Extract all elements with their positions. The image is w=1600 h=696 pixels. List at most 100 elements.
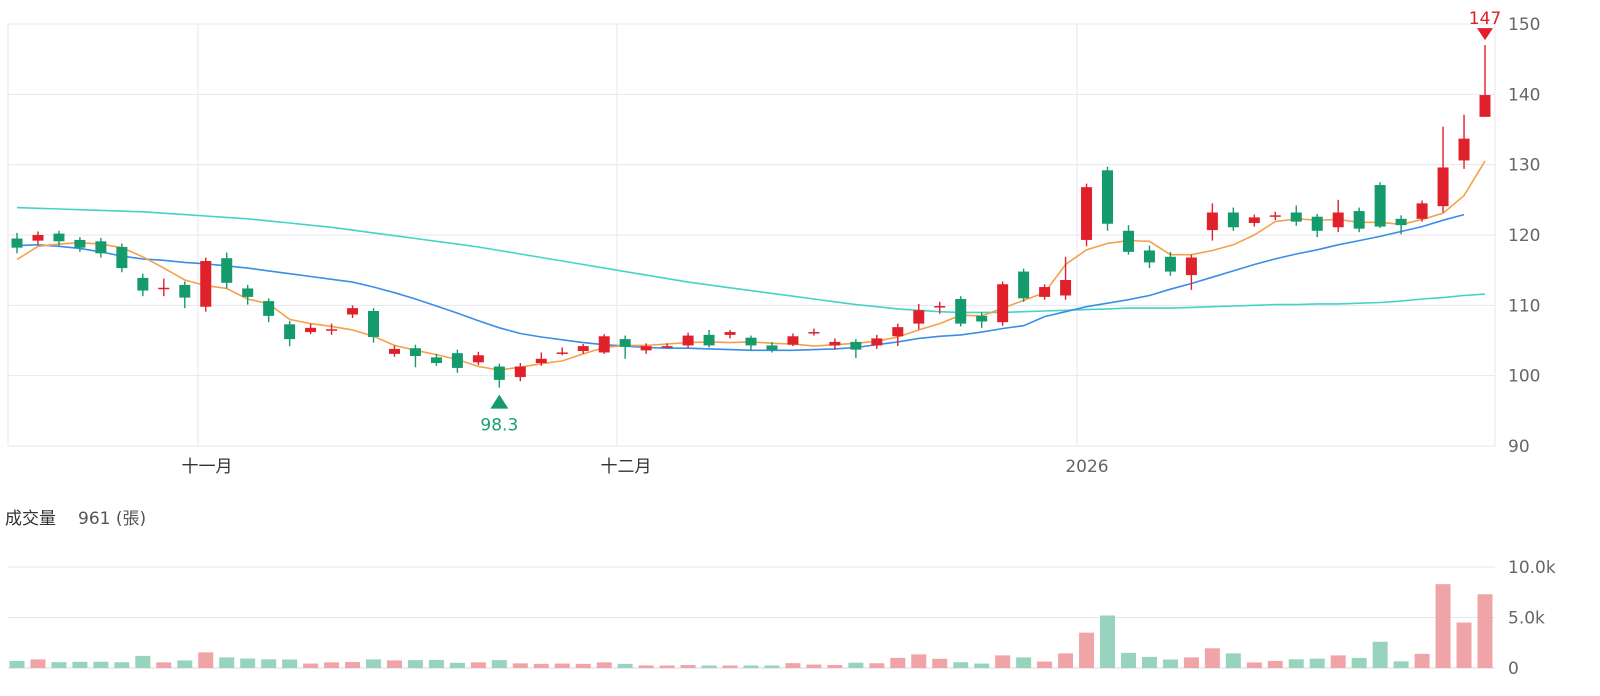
volume-bar [1037,661,1053,668]
candle-body [284,324,296,340]
volume-bar [93,661,109,668]
candlestick [619,335,631,359]
volume-bar [261,659,277,668]
candle-body [53,233,65,242]
candle-body [1437,167,1449,207]
candle-body [347,308,359,315]
volume-bar [240,658,256,668]
volume-bar [1246,662,1262,668]
candle-body [703,334,715,346]
candlestick [1164,251,1176,276]
candlestick [1458,114,1470,169]
candlestick [829,338,841,350]
candlestick [556,347,568,356]
candle-body [430,357,442,364]
candlestick [263,298,275,323]
candle-body [808,332,820,334]
candle-body [179,284,191,298]
candlestick [74,237,86,252]
volume-tick-label: 10.0k [1508,558,1556,578]
candle-body [1227,212,1239,228]
candlestick [137,273,149,297]
volume-bar [1141,656,1157,668]
volume-bar [869,663,885,668]
candlestick [577,344,589,354]
volume-bar [1267,660,1283,668]
candle-body [263,301,275,316]
price-tick-label: 120 [1508,226,1540,246]
candle-body [305,327,317,333]
candlestick [598,334,610,354]
candle-body [1416,203,1428,219]
volume-bar [827,664,843,668]
candlestick [221,252,233,289]
volume-axis: 10.0k 5.0k 0 [1508,558,1556,679]
candlestick [1416,200,1428,222]
candle-body [598,336,610,353]
candlestick [1122,225,1134,255]
volume-bar [1016,657,1032,668]
volume-bar [1100,615,1116,668]
volume-bar [638,665,654,668]
candle-body [1081,187,1093,240]
candle-body [221,258,233,283]
candle-body [1143,250,1155,263]
candlestick [1311,213,1323,238]
candle-body [1039,287,1051,297]
volume-bar [680,665,696,668]
candle-body [409,348,421,356]
candle-body [1018,271,1030,299]
price-tick-label: 90 [1508,437,1530,457]
candlestick [976,312,988,328]
candle-body [11,238,23,248]
volume-bar [177,660,193,668]
volume-bar [575,663,591,668]
price-axis: 150 140 130 120 110 100 90 [1508,15,1540,457]
candle-body [1353,211,1365,229]
candlestick [703,329,715,348]
high-marker-icon [1477,28,1493,41]
candle-body [913,310,925,324]
candle-body [766,345,778,350]
volume-bar [974,663,990,668]
candle-body [934,306,946,308]
candlestick [305,323,317,335]
volume-bar [701,665,717,668]
candlestick [514,363,526,382]
candlestick [1437,126,1449,213]
volume-bar [428,659,444,668]
candle-body [976,315,988,322]
candle-body [1269,215,1281,217]
candle-body [1164,256,1176,272]
volume-bar [114,662,130,668]
candlestick [179,281,191,309]
volume-bar [72,661,88,668]
candle-body [1311,216,1323,231]
volume-bar [743,665,759,668]
candle-body [577,346,589,352]
candlestick [1290,205,1302,226]
candlestick [451,349,463,373]
volume-bar [30,659,46,668]
volume-bar [659,665,675,668]
candle-body [1290,212,1302,222]
candle-body [200,261,212,307]
volume-grid [8,566,1495,669]
volume-bar [9,660,25,668]
volume-bar [1435,584,1451,668]
volume-bars [9,584,1493,668]
candlestick [955,296,967,327]
candle-body [682,335,694,346]
volume-bar [848,662,864,668]
candle-body [1206,212,1218,231]
candle-body [1060,280,1072,296]
low-marker-label: 98.3 [480,416,518,436]
volume-bar [345,662,361,668]
candle-body [451,353,463,368]
candlestick [200,257,212,312]
candlestick [1039,284,1051,300]
volume-bar [1456,622,1472,668]
candlestick [934,301,946,314]
candlestick [32,231,44,245]
